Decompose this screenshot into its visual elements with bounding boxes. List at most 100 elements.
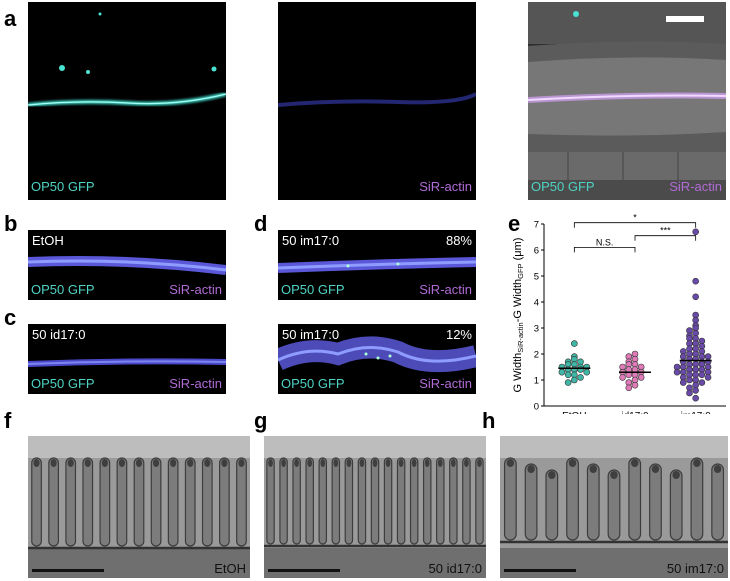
microvillus	[503, 457, 517, 541]
microvillus	[690, 457, 704, 541]
microvillus-tip	[651, 465, 660, 473]
microvillus-tip	[67, 459, 74, 467]
label-op50-gfp: OP50 GFP	[31, 179, 95, 194]
microvillus-tip	[589, 465, 598, 473]
microvillus	[669, 469, 683, 541]
data-point	[558, 368, 566, 376]
scale-bar-f	[32, 569, 104, 572]
scale-bar-g	[268, 569, 340, 572]
microvillus-tip	[135, 459, 143, 467]
y-tick-label: 5	[534, 272, 539, 283]
data-point	[698, 379, 706, 386]
microvillus	[318, 457, 328, 545]
y-tick-label: 0	[534, 402, 539, 413]
x-tick-label: im17:0	[681, 411, 711, 414]
microvillus	[370, 457, 380, 545]
y-axis-label-part: (μm)	[512, 238, 524, 264]
panel-letter-a: a	[4, 6, 17, 31]
microvillus	[383, 457, 393, 545]
tem-label-h: 50 im17:0	[666, 561, 724, 576]
tem-image-f: EtOH	[28, 436, 250, 578]
microvillus-tip	[568, 459, 577, 467]
microvillus-tip	[118, 459, 125, 467]
microvillus-tip	[170, 459, 177, 467]
microvillus-tip	[33, 459, 40, 467]
microvillus	[99, 457, 111, 547]
microvillus	[524, 463, 538, 541]
microvillus-tip	[84, 459, 91, 467]
label-c-gfp: OP50 GFP	[31, 376, 95, 391]
tem-lumen	[28, 436, 250, 458]
panel-letter-c: c	[4, 305, 17, 330]
microvillus	[167, 457, 179, 547]
panel-letter-f: f	[4, 408, 12, 433]
gut-d-bottom	[278, 336, 476, 373]
micrograph-a-merge: OP50 GFP SiR-actin	[528, 2, 726, 200]
microvillus-tip	[398, 459, 404, 467]
microvillus	[628, 457, 642, 541]
microvillus-tip	[693, 459, 701, 467]
y-axis-label: G WidthSiR-actin-G WidthGFP (μm)	[512, 238, 525, 393]
y-tick-label: 2	[534, 350, 539, 361]
label-c-actin: SiR-actin	[169, 376, 222, 391]
tem-cytoplasm	[264, 548, 486, 578]
microvillus	[31, 457, 42, 547]
microvillus	[357, 457, 367, 545]
panel-letter-d: d	[254, 211, 268, 236]
data-point	[698, 371, 706, 379]
microvillus	[133, 457, 145, 547]
microvillus-tip	[411, 459, 417, 467]
significance-label: N.S.	[596, 237, 614, 247]
data-point	[577, 366, 584, 373]
tem-cytoplasm	[500, 548, 728, 578]
panel-letter-h: h	[482, 408, 496, 433]
label-d-bottom-actin: SiR-actin	[419, 376, 472, 391]
microvillus-tip	[713, 465, 722, 473]
microvillus	[586, 463, 600, 541]
y-tick-label: 3	[534, 324, 539, 335]
tem-microvilli-h	[500, 436, 728, 578]
label-sir-actin: SiR-actin	[419, 179, 472, 194]
microvillus	[65, 457, 77, 547]
microvillus	[396, 457, 406, 545]
tem-image-h: 50 im17:0	[500, 436, 728, 578]
y-axis-label-subscript: SiR-actin	[516, 322, 525, 352]
microvillus-tip	[281, 459, 286, 467]
tem-label-g: 50 id17:0	[428, 561, 483, 576]
label-d-top-actin: SiR-actin	[419, 282, 472, 297]
microvillus	[292, 457, 301, 545]
data-point	[625, 384, 633, 392]
microvillus	[475, 457, 484, 545]
label-d-top-gfp: OP50 GFP	[281, 282, 345, 297]
microvillus-tip	[204, 459, 211, 467]
data-point	[692, 293, 699, 301]
data-point	[637, 374, 645, 381]
y-tick-label: 6	[534, 246, 539, 257]
microvillus	[219, 457, 230, 547]
merge-image	[528, 2, 726, 200]
y-tick-label: 4	[534, 298, 539, 309]
data-point	[571, 376, 578, 384]
scale-bar-h	[504, 569, 576, 572]
significance-bracket	[573, 247, 636, 253]
data-point	[619, 374, 626, 381]
microvillus	[409, 457, 419, 545]
microvillus-tip	[307, 459, 313, 467]
microvillus-tip	[672, 471, 680, 479]
condition-b: EtOH	[32, 233, 64, 248]
microvillus-tip	[268, 459, 273, 467]
microvillus-tip	[101, 459, 108, 467]
microvillus	[711, 463, 725, 541]
microvillus	[449, 457, 458, 545]
label-b-actin: SiR-actin	[169, 282, 222, 297]
microvillus-tip	[451, 459, 456, 467]
panel-letter-b: b	[4, 211, 18, 236]
panel-letter-e: e	[508, 211, 521, 236]
microvillus	[331, 457, 341, 545]
microvillus-tip	[372, 459, 378, 467]
microvillus	[201, 457, 213, 547]
tem-microvilli-f	[28, 436, 250, 578]
microvillus-tip	[437, 459, 443, 467]
y-tick-label: 1	[534, 376, 539, 387]
y-tick-label: 7	[534, 220, 539, 231]
